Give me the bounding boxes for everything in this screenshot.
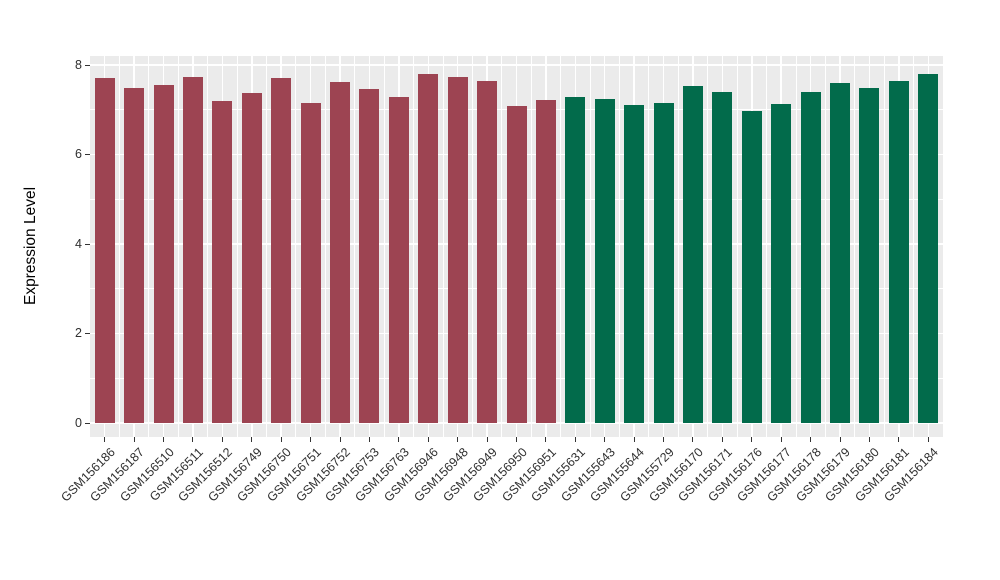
minor-gridline-v — [707, 56, 709, 437]
minor-gridline-v — [530, 56, 532, 437]
bar-GSM156178 — [800, 92, 821, 423]
minor-gridline-v — [560, 56, 562, 437]
minor-gridline-v — [883, 56, 885, 437]
x-tick-mark — [633, 437, 635, 442]
x-tick-mark — [398, 437, 400, 442]
x-tick-mark — [927, 437, 929, 442]
minor-gridline-v — [324, 56, 326, 437]
minor-gridline-v — [501, 56, 503, 437]
y-axis-title: Expression Level — [22, 186, 39, 306]
x-tick-mark — [545, 437, 547, 442]
bar-GSM156512 — [212, 100, 233, 423]
x-tick-mark — [133, 437, 135, 442]
x-tick-mark — [251, 437, 253, 442]
bar-GSM156752 — [330, 82, 351, 423]
bar-GSM156187 — [124, 88, 145, 423]
minor-gridline-v — [442, 56, 444, 437]
y-tick-mark — [85, 154, 90, 155]
x-tick-mark — [280, 437, 282, 442]
minor-gridline-v — [854, 56, 856, 437]
x-tick-mark — [192, 437, 194, 442]
bar-GSM156951 — [535, 99, 556, 423]
minor-gridline-v — [648, 56, 650, 437]
minor-gridline-v — [413, 56, 414, 437]
x-tick-mark — [868, 437, 870, 442]
bar-GSM156181 — [888, 80, 909, 423]
y-tick-label: 2 — [75, 326, 82, 340]
x-tick-mark — [163, 437, 165, 442]
bar-GSM156184 — [918, 73, 939, 423]
minor-gridline-v — [589, 56, 591, 437]
x-tick-mark — [427, 437, 429, 442]
x-tick-mark — [339, 437, 341, 442]
x-tick-mark — [574, 437, 576, 442]
bar-GSM155729 — [653, 102, 674, 423]
minor-gridline-v — [266, 56, 267, 437]
minor-gridline-v — [354, 56, 356, 437]
bar-GSM155631 — [565, 96, 586, 423]
y-tick-label: 8 — [75, 57, 82, 72]
minor-gridline-v — [383, 56, 385, 437]
x-tick-mark — [810, 437, 812, 442]
bar-GSM156510 — [153, 85, 174, 423]
bar-GSM156749 — [241, 92, 262, 423]
x-tick-mark — [221, 437, 223, 442]
bar-GSM155644 — [624, 104, 645, 423]
x-tick-mark — [516, 437, 517, 442]
minor-gridline-v — [471, 56, 473, 437]
y-tick-label: 6 — [75, 147, 82, 161]
bar-GSM156170 — [682, 86, 703, 423]
bar-GSM156511 — [182, 76, 203, 423]
y-tick-mark — [85, 64, 90, 66]
y-tick-mark — [85, 422, 90, 424]
x-tick-mark — [751, 437, 753, 442]
minor-gridline-v — [148, 56, 150, 437]
x-tick-mark — [663, 437, 665, 442]
bar-GSM156948 — [447, 76, 468, 423]
bar-GSM156179 — [830, 83, 851, 423]
minor-gridline-v — [766, 56, 767, 437]
x-tick-mark — [898, 437, 900, 442]
bar-GSM156177 — [771, 104, 792, 423]
x-tick-mark — [780, 437, 782, 442]
minor-gridline-v — [236, 56, 238, 437]
x-tick-mark — [721, 437, 723, 442]
bar-GSM156950 — [506, 106, 527, 423]
minor-gridline-v — [677, 56, 679, 437]
x-tick-mark — [839, 437, 841, 442]
minor-gridline-v — [736, 56, 738, 437]
bar-GSM156949 — [477, 80, 498, 423]
plot-panel — [90, 56, 943, 437]
bar-GSM156176 — [741, 110, 762, 423]
minor-gridline-v — [913, 56, 914, 437]
x-tick-mark — [368, 437, 370, 442]
minor-gridline-v — [619, 56, 620, 437]
x-tick-mark — [310, 437, 312, 442]
x-tick-mark — [692, 437, 694, 442]
y-tick-mark — [85, 333, 90, 334]
y-tick-label: 4 — [75, 236, 82, 251]
bar-GSM156946 — [418, 73, 439, 423]
bar-GSM156753 — [359, 89, 380, 423]
x-tick-mark — [457, 437, 459, 442]
minor-gridline-v — [824, 56, 826, 437]
bar-GSM156763 — [388, 96, 409, 423]
y-tick-label: 0 — [75, 415, 82, 430]
bar-GSM156750 — [271, 78, 292, 423]
x-tick-mark — [486, 437, 488, 442]
bar-GSM156751 — [300, 103, 321, 423]
bar-GSM156186 — [94, 77, 115, 423]
minor-gridline-v — [207, 56, 209, 437]
minor-gridline-v — [177, 56, 179, 437]
bar-GSM156171 — [712, 91, 733, 423]
minor-gridline-v — [119, 56, 120, 437]
y-tick-mark — [85, 243, 90, 245]
bar-GSM156180 — [859, 88, 880, 423]
x-tick-mark — [104, 437, 106, 442]
minor-gridline-v — [295, 56, 297, 437]
x-tick-mark — [604, 437, 606, 442]
bar-GSM155643 — [594, 99, 615, 423]
minor-gridline-v — [795, 56, 797, 437]
